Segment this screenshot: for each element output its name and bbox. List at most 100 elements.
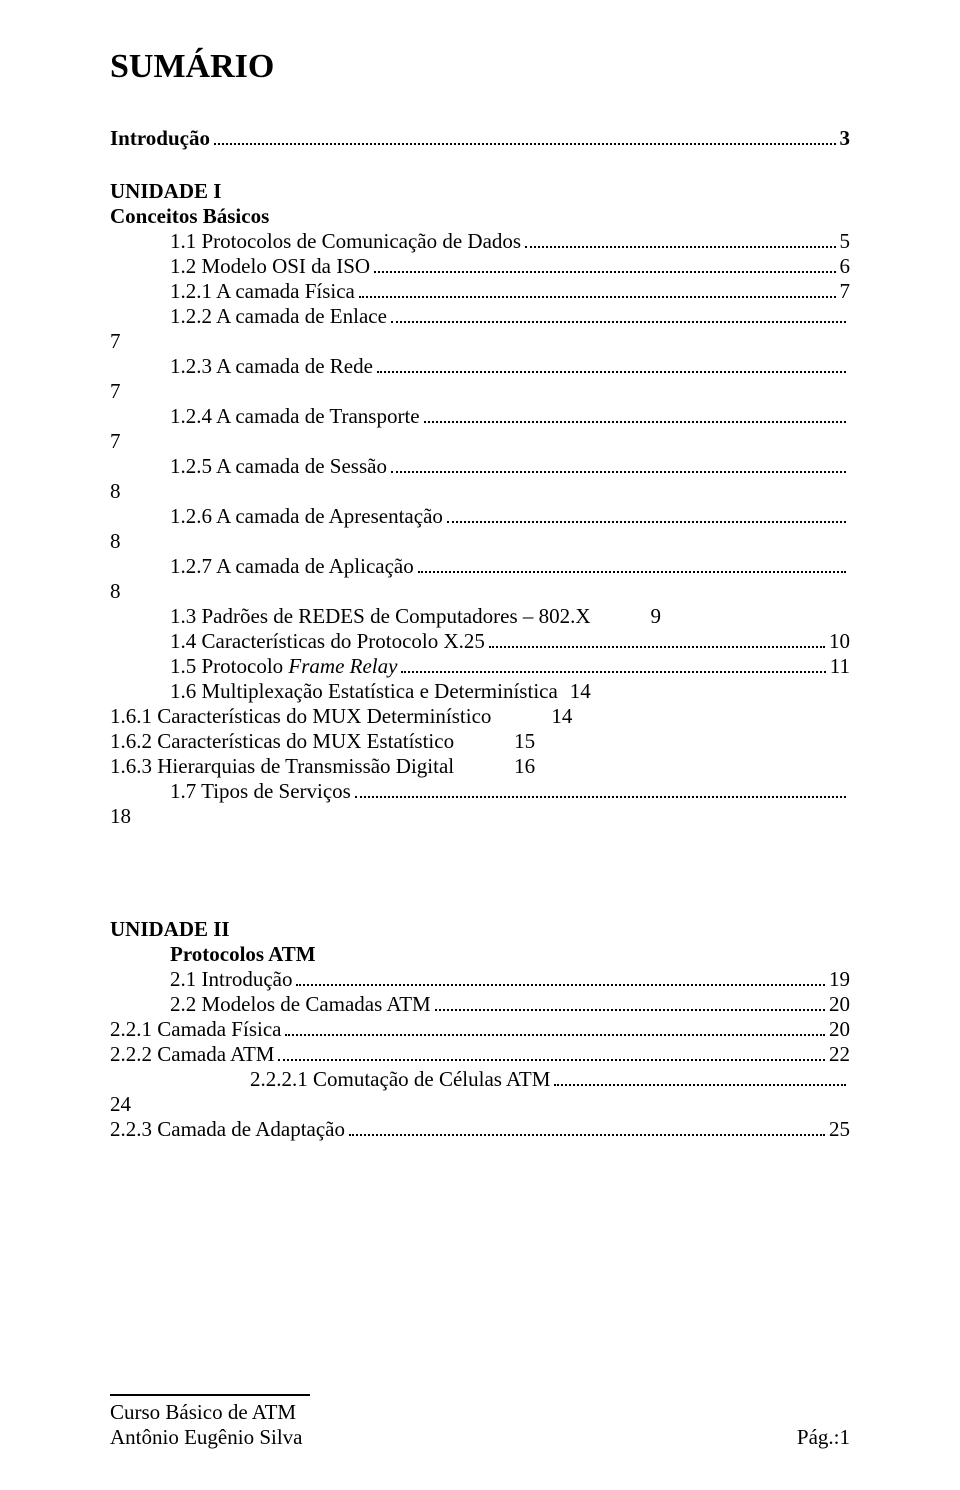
leader-dots [391, 321, 846, 323]
spacer [110, 829, 850, 909]
toc-page: 9 [651, 604, 662, 629]
toc-page: 5 [840, 229, 851, 254]
toc-row: 1.2.4 A camada de Transporte [170, 404, 850, 429]
leader-dots [447, 521, 846, 523]
toc-unit1: 1.1 Protocolos de Comunicação de Dados 5… [110, 229, 850, 829]
toc-row: 1.2.7 A camada de Aplicação [170, 554, 850, 579]
unit2-heading: UNIDADE II [110, 917, 850, 942]
toc-entry-text: 1.2.5 A camada de Sessão [170, 454, 387, 479]
toc-entry-text: 2.1 Introdução [170, 967, 292, 992]
toc-entry-text: 1.7 Tipos de Serviços [170, 779, 351, 804]
toc-entry-text: 1.2.1 A camada Física [170, 279, 355, 304]
toc-entry-text: 1.2.7 A camada de Aplicação [170, 554, 414, 579]
toc-page: 22 [829, 1042, 850, 1067]
toc-page: 10 [829, 629, 850, 654]
toc-row: 1.1 Protocolos de Comunicação de Dados 5 [170, 229, 850, 254]
toc-page: 20 [829, 992, 850, 1017]
toc-continuation-page: 24 [110, 1092, 850, 1117]
leader-dots [489, 646, 825, 648]
toc-page: 7 [840, 279, 851, 304]
toc-row: 1.3 Padrões de REDES de Computadores – 8… [170, 604, 850, 629]
toc-row: 1.6.1 Características do MUX Determiníst… [110, 704, 850, 729]
toc-entry-text: 1.2.2 A camada de Enlace [170, 304, 387, 329]
toc-continuation-page: 7 [110, 429, 850, 454]
toc-entry-text: 2.2 Modelos de Camadas ATM [170, 992, 431, 1017]
footer-author: Antônio Eugênio Silva [110, 1425, 303, 1450]
page-title: SUMÁRIO [110, 48, 850, 86]
toc-row: 2.2.3 Camada de Adaptação 25 [110, 1117, 850, 1142]
toc-page: 14 [551, 704, 572, 729]
intro-page: 3 [840, 126, 851, 151]
toc-row: 2.2.2.1 Comutação de Células ATM [250, 1067, 850, 1092]
toc-page: 20 [829, 1017, 850, 1042]
toc-row: 1.2.6 A camada de Apresentação [170, 504, 850, 529]
leader-dots [374, 271, 835, 273]
toc-entry-text: 1.4 Características do Protocolo X.25 [170, 629, 485, 654]
toc-row: 1.6.3 Hierarquias de Transmissão Digital… [110, 754, 850, 779]
toc-row: 2.2 Modelos de Camadas ATM 20 [170, 992, 850, 1017]
toc-entry-text: 1.2 Modelo OSI da ISO [170, 254, 370, 279]
toc-page: 14 [570, 679, 591, 704]
toc-entry-text: 1.5 Protocolo Frame Relay [170, 654, 397, 679]
leader-dots [214, 126, 836, 145]
toc-row: 2.2.2 Camada ATM 22 [110, 1042, 850, 1067]
toc-entry-text: 2.2.3 Camada de Adaptação [110, 1117, 345, 1142]
leader-dots [296, 984, 825, 986]
toc-row: 1.2.3 A camada de Rede [170, 354, 850, 379]
leader-dots [525, 246, 835, 248]
page-footer: Curso Básico de ATM Antônio Eugênio Silv… [110, 1394, 850, 1450]
toc-continuation-page: 8 [110, 579, 850, 604]
leader-dots [285, 1034, 825, 1036]
toc-row: 1.6 Multiplexação Estatística e Determin… [170, 679, 850, 704]
toc-entry-text: 1.2.6 A camada de Apresentação [170, 504, 443, 529]
leader-dots [359, 296, 836, 298]
toc-continuation-page: 18 [110, 804, 850, 829]
toc-unit2: 2.1 Introdução 192.2 Modelos de Camadas … [110, 967, 850, 1142]
toc-page: 15 [514, 729, 535, 754]
document-page: SUMÁRIO Introdução 3 UNIDADE I Conceitos… [0, 0, 960, 1490]
leader-dots [355, 796, 846, 798]
toc-entry-text: 1.6.3 Hierarquias de Transmissão Digital [110, 754, 454, 779]
toc-row: 1.6.2 Características do MUX Estatístico… [110, 729, 850, 754]
toc-entry-text: 1.2.3 A camada de Rede [170, 354, 373, 379]
toc-continuation-page: 8 [110, 479, 850, 504]
toc-entry-text: 1.2.4 A camada de Transporte [170, 404, 420, 429]
footer-line1: Curso Básico de ATM [110, 1400, 850, 1425]
toc-page: 19 [829, 967, 850, 992]
toc-row: 1.2.5 A camada de Sessão [170, 454, 850, 479]
toc-page: 16 [514, 754, 535, 779]
unit2-sub: Protocolos ATM [170, 942, 850, 967]
toc-row: 1.4 Características do Protocolo X.25 10 [170, 629, 850, 654]
footer-rule [110, 1394, 310, 1396]
toc-entry-text: 2.2.1 Camada Física [110, 1017, 281, 1042]
toc-entry-text: 1.6.2 Características do MUX Estatístico [110, 729, 454, 754]
toc-intro-row: Introdução 3 [110, 126, 850, 151]
toc-page: 25 [829, 1117, 850, 1142]
toc-row: 2.1 Introdução 19 [170, 967, 850, 992]
leader-dots [349, 1134, 825, 1136]
leader-dots [401, 671, 825, 673]
toc-entry-text: 1.6.1 Características do MUX Determiníst… [110, 704, 491, 729]
leader-dots [377, 371, 846, 373]
toc-row: 1.7 Tipos de Serviços [170, 779, 850, 804]
toc-entry-text: 2.2.2.1 Comutação de Células ATM [250, 1067, 550, 1092]
toc-page: 6 [840, 254, 851, 279]
toc-continuation-page: 8 [110, 529, 850, 554]
leader-dots [391, 471, 846, 473]
toc-row: 1.2 Modelo OSI da ISO 6 [170, 254, 850, 279]
toc-entry-text: 1.3 Padrões de REDES de Computadores – 8… [170, 604, 591, 629]
footer-line2: Antônio Eugênio Silva Pág.:1 [110, 1425, 850, 1450]
footer-course: Curso Básico de ATM [110, 1400, 296, 1425]
intro-label: Introdução [110, 126, 210, 151]
leader-dots [435, 1009, 825, 1011]
leader-dots [418, 571, 846, 573]
footer-pagenum: Pág.:1 [797, 1425, 850, 1450]
toc-page: 11 [830, 654, 850, 679]
toc-entry-text: 1.6 Multiplexação Estatística e Determin… [170, 679, 558, 704]
toc-continuation-page: 7 [110, 379, 850, 404]
unit1-heading: UNIDADE I [110, 179, 850, 204]
leader-dots [278, 1059, 825, 1061]
leader-dots [424, 421, 846, 423]
leader-dots [554, 1084, 846, 1086]
toc-row: 1.2.2 A camada de Enlace [170, 304, 850, 329]
